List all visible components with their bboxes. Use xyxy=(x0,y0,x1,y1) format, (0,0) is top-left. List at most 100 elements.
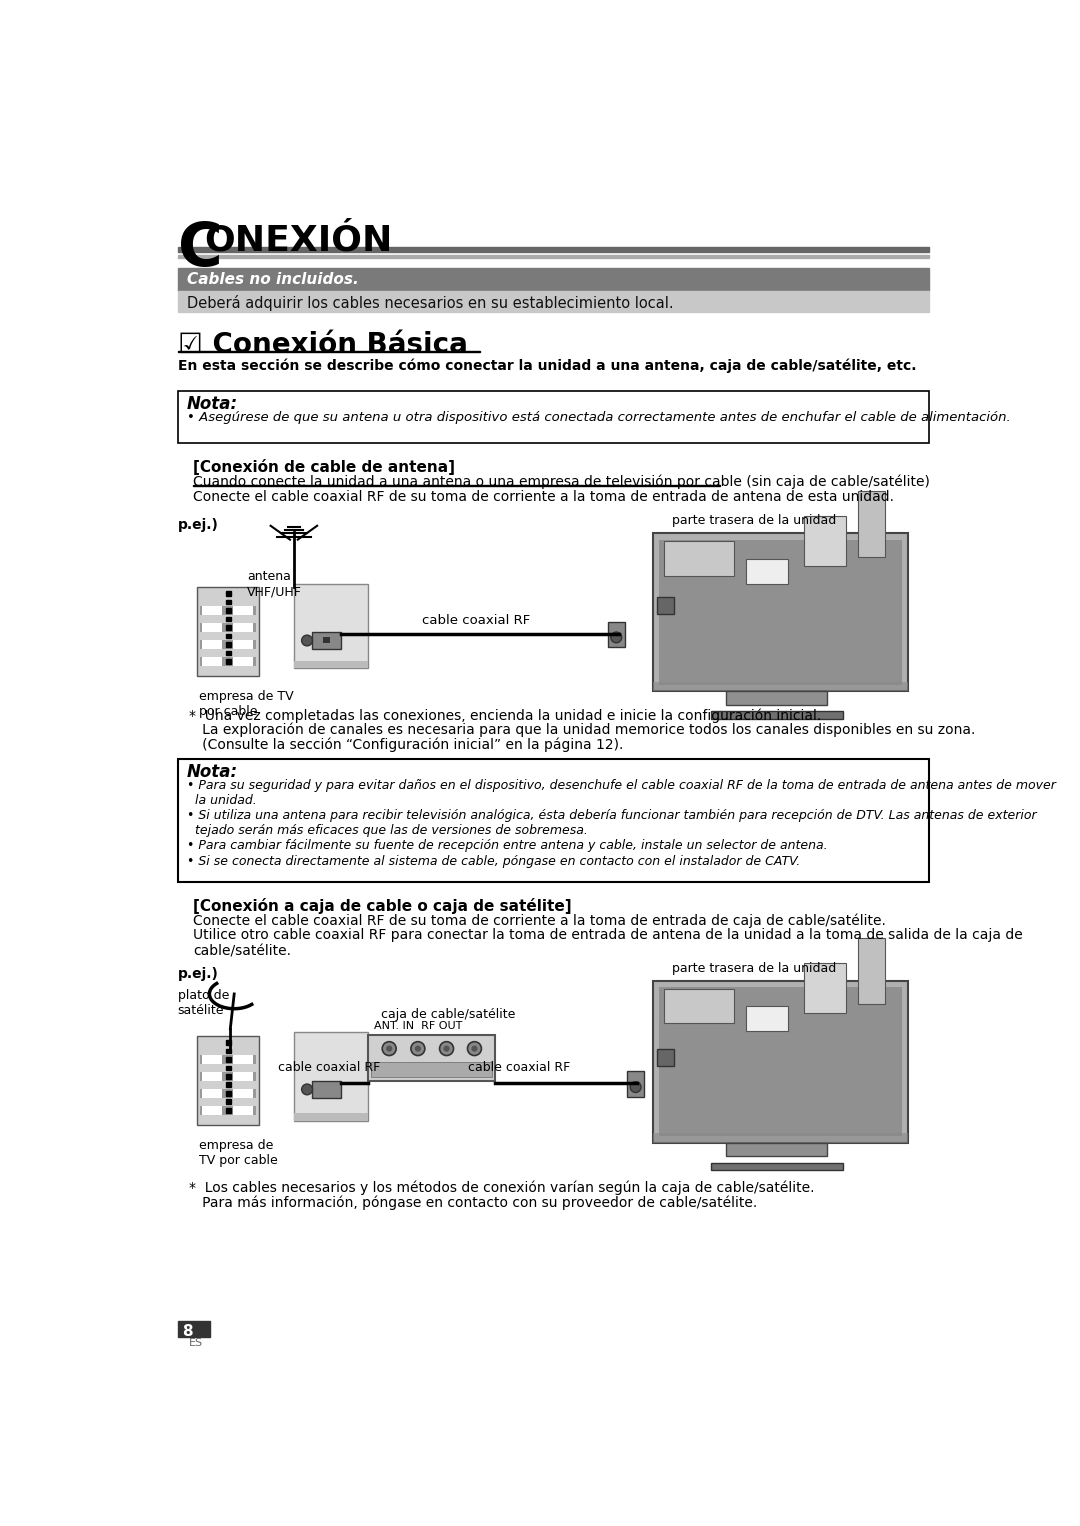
Bar xyxy=(657,597,674,615)
Bar xyxy=(202,1105,221,1116)
Bar xyxy=(177,1322,211,1337)
Text: plato de
satélite: plato de satélite xyxy=(177,989,229,1016)
Text: parte trasera de la unidad: parte trasera de la unidad xyxy=(672,961,836,975)
Bar xyxy=(197,1036,259,1125)
Bar xyxy=(202,639,221,649)
Bar xyxy=(232,1088,253,1097)
Bar xyxy=(859,491,886,557)
Bar xyxy=(745,559,788,583)
Bar xyxy=(657,1048,674,1065)
Bar xyxy=(202,1071,221,1080)
Text: p.ej.): p.ej.) xyxy=(177,967,218,981)
Bar xyxy=(200,1071,256,1080)
Bar xyxy=(294,583,367,668)
Bar xyxy=(227,1099,231,1103)
Bar xyxy=(372,1062,491,1077)
Bar xyxy=(232,656,253,665)
Bar xyxy=(652,1134,908,1143)
Text: parte trasera de la unidad: parte trasera de la unidad xyxy=(672,514,836,528)
Bar xyxy=(177,255,930,258)
Text: • Si utiliza una antena para recibir televisión analógica, ésta debería funciona: • Si utiliza una antena para recibir tel… xyxy=(187,809,1037,838)
Bar xyxy=(711,711,842,719)
Bar xyxy=(804,516,847,566)
Circle shape xyxy=(301,635,312,645)
Text: • Asegúrese de que su antena u otra dispositivo está conectada correctamente ant: • Asegúrese de que su antena u otra disp… xyxy=(187,410,1011,424)
Text: Para más información, póngase en contacto con su proveedor de cable/satélite.: Para más información, póngase en contact… xyxy=(189,1196,757,1210)
Bar xyxy=(227,1041,231,1045)
Text: cable coaxial RF: cable coaxial RF xyxy=(422,613,530,627)
Text: (Consulte la sección “Configuración inicial” en la página 12).: (Consulte la sección “Configuración inic… xyxy=(189,737,623,752)
Bar xyxy=(227,1108,231,1112)
Text: Cuando conecte la unidad a una antena o una empresa de televisión por cable (sin: Cuando conecte la unidad a una antena o … xyxy=(193,475,930,488)
Text: *  Los cables necesarios y los métodos de conexión varían según la caja de cable: * Los cables necesarios y los métodos de… xyxy=(189,1180,814,1195)
Circle shape xyxy=(468,1042,482,1056)
Text: caja de cable/satélite: caja de cable/satélite xyxy=(381,1007,516,1021)
Bar xyxy=(664,542,734,575)
Circle shape xyxy=(444,1045,449,1051)
Bar xyxy=(745,1006,788,1032)
Text: • Si se conecta directamente al sistema de cable, póngase en contacto con el ins: • Si se conecta directamente al sistema … xyxy=(187,855,800,868)
Text: [Conexión de cable de antena]: [Conexión de cable de antena] xyxy=(193,459,455,475)
Bar xyxy=(200,1105,256,1116)
Circle shape xyxy=(382,1042,396,1056)
Bar xyxy=(652,981,908,1143)
Text: • Para su seguridad y para evitar daños en el dispositivo, desenchufe el cable c: • Para su seguridad y para evitar daños … xyxy=(187,780,1056,807)
Text: ANT. IN  RF OUT: ANT. IN RF OUT xyxy=(374,1021,462,1032)
Circle shape xyxy=(410,1042,424,1056)
Bar xyxy=(227,600,231,604)
Bar xyxy=(232,623,253,632)
Circle shape xyxy=(440,1042,454,1056)
Circle shape xyxy=(471,1045,477,1051)
Bar xyxy=(232,606,253,615)
Bar xyxy=(859,938,886,1004)
Bar xyxy=(727,691,827,705)
Bar xyxy=(804,963,847,1013)
Bar xyxy=(664,989,734,1024)
Circle shape xyxy=(301,1083,312,1094)
Bar xyxy=(200,623,256,632)
Bar xyxy=(177,247,930,252)
Text: ☑ Conexión Básica: ☑ Conexión Básica xyxy=(177,331,468,359)
Text: En esta sección se describe cómo conectar la unidad a una antena, caja de cable/: En esta sección se describe cómo conecta… xyxy=(177,359,916,374)
Text: cable coaxial RF: cable coaxial RF xyxy=(469,1061,570,1074)
Bar xyxy=(227,1048,231,1053)
Bar xyxy=(232,1054,253,1064)
Bar xyxy=(197,588,259,676)
Bar xyxy=(227,1082,231,1087)
Bar xyxy=(227,591,231,595)
FancyBboxPatch shape xyxy=(177,758,930,882)
Text: Utilice otro cable coaxial RF para conectar la toma de entrada de antena de la u: Utilice otro cable coaxial RF para conec… xyxy=(193,928,1023,958)
Bar xyxy=(227,633,231,638)
Bar xyxy=(323,636,330,642)
Bar xyxy=(227,1091,231,1096)
Circle shape xyxy=(415,1045,421,1051)
Text: • Para cambiar fácilmente su fuente de recepción entre antena y cable, instale u: • Para cambiar fácilmente su fuente de r… xyxy=(187,839,827,852)
Text: antena
VHF/UHF: antena VHF/UHF xyxy=(247,571,302,598)
Bar xyxy=(294,1033,367,1122)
Bar xyxy=(200,656,256,665)
Text: 8: 8 xyxy=(183,1325,193,1340)
Text: Conecte el cable coaxial RF de su toma de corriente a la toma de entrada de ante: Conecte el cable coaxial RF de su toma d… xyxy=(193,490,894,504)
Bar xyxy=(200,1088,256,1097)
Text: empresa de TV
por cable: empresa de TV por cable xyxy=(199,690,293,717)
Bar xyxy=(202,656,221,665)
Bar xyxy=(627,1071,644,1097)
Bar xyxy=(200,1054,256,1064)
Circle shape xyxy=(611,632,622,642)
Bar xyxy=(202,1088,221,1097)
Bar xyxy=(227,659,231,664)
Bar xyxy=(227,1074,231,1079)
Bar xyxy=(294,661,367,668)
Bar xyxy=(202,606,221,615)
Bar xyxy=(227,626,231,630)
Text: p.ej.): p.ej.) xyxy=(177,517,218,533)
Bar xyxy=(177,291,930,313)
Text: empresa de
TV por cable: empresa de TV por cable xyxy=(199,1138,278,1167)
Text: *  Una vez completadas las conexiones, encienda la unidad e inicie la configurac: * Una vez completadas las conexiones, en… xyxy=(189,708,822,723)
Bar xyxy=(227,642,231,647)
Bar xyxy=(232,1105,253,1116)
Bar xyxy=(727,1143,827,1157)
Bar xyxy=(232,639,253,649)
Bar xyxy=(202,623,221,632)
Bar xyxy=(312,632,341,649)
